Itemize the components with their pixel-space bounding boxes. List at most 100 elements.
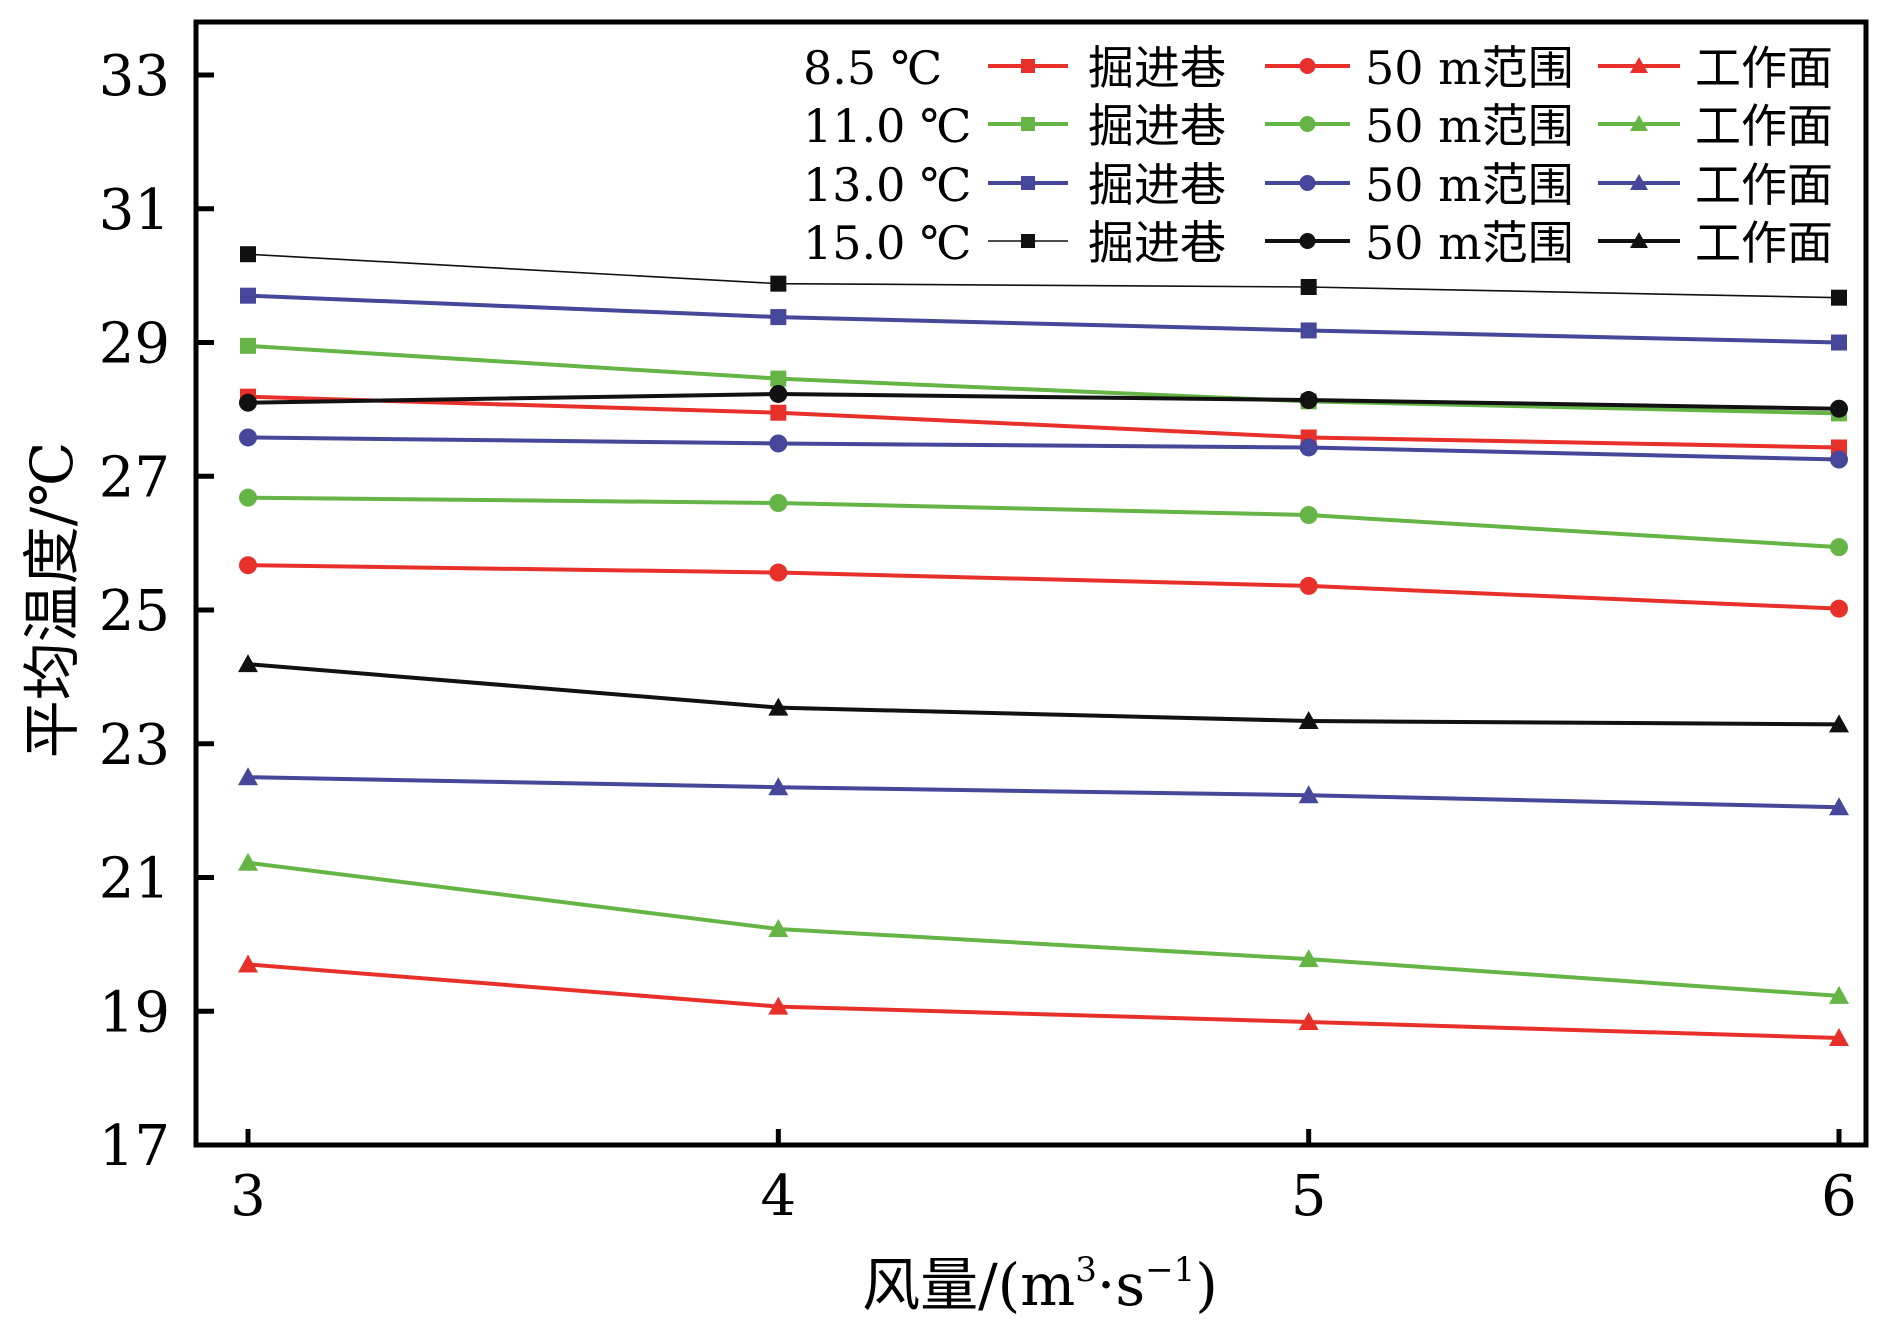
series-line (247, 860, 1840, 998)
data-point (1300, 278, 1317, 295)
series-line (247, 962, 1840, 1040)
series (239, 556, 1848, 618)
legend-marker (1299, 233, 1316, 249)
data-point (240, 287, 256, 304)
legend-entry-label: 50 m范围 (1365, 158, 1574, 212)
series-line (247, 775, 1840, 810)
legend-marker (1021, 117, 1035, 131)
y-tick-label: 29 (99, 312, 170, 377)
series-line (247, 394, 1840, 450)
legend-marker (1021, 176, 1035, 190)
data-point (1830, 599, 1848, 618)
x-tick-label: 3 (230, 1164, 266, 1229)
data-point (238, 767, 258, 786)
data-point (1298, 949, 1319, 968)
series (238, 852, 1849, 1004)
data-point (769, 494, 788, 512)
data-point (770, 275, 787, 292)
data-point (1299, 391, 1318, 410)
data-point (1299, 438, 1318, 457)
data-point (1299, 576, 1318, 595)
y-tick-label: 27 (99, 445, 170, 510)
series-layer (238, 246, 1849, 1046)
data-point (239, 488, 257, 507)
legend-group-label: 13.0 ℃ (803, 158, 972, 212)
y-tick-label: 21 (99, 847, 170, 912)
legend-entry-label: 掘进巷 (1088, 41, 1226, 95)
data-point (1298, 711, 1319, 730)
legend-marker (1299, 116, 1316, 132)
data-point (238, 852, 258, 871)
legend-entry-label: 50 m范围 (1365, 41, 1574, 95)
y-tick-label: 33 (99, 44, 170, 109)
legend-entry-label: 50 m范围 (1365, 99, 1574, 153)
legend-entry-label: 掘进巷 (1088, 99, 1226, 153)
data-point (768, 918, 789, 937)
series-line (247, 563, 1840, 611)
legend-marker (1630, 115, 1648, 131)
series (240, 337, 1847, 422)
legend-group-label: 11.0 ℃ (803, 99, 972, 153)
legend-marker (1021, 234, 1035, 248)
legend-marker (1630, 57, 1648, 73)
data-point (768, 697, 789, 716)
series (239, 428, 1848, 469)
x-axis-label: 风量/(m3·s−1) (862, 1250, 1218, 1319)
data-point (1829, 797, 1849, 816)
series-line (247, 495, 1840, 550)
y-tick-label: 23 (99, 713, 170, 778)
data-point (769, 563, 788, 582)
series-line (247, 391, 1840, 411)
legend-entry-label: 工作面 (1695, 41, 1833, 95)
data-point (1298, 1011, 1319, 1030)
data-point (769, 384, 788, 403)
data-point (1830, 538, 1848, 557)
legend-marker (1630, 232, 1648, 248)
data-point (770, 404, 787, 421)
data-point (1299, 506, 1318, 525)
y-tick-label: 31 (99, 178, 170, 243)
data-point (1829, 985, 1849, 1004)
series (239, 384, 1848, 418)
data-point (768, 996, 789, 1015)
x-tick-label: 4 (761, 1164, 797, 1229)
axis-ticks: 3 4 5 6 17 19 21 23 25 27 29 31 33 (99, 44, 1857, 1229)
data-point (770, 309, 787, 326)
legend-entry-label: 工作面 (1695, 99, 1833, 153)
data-point (1830, 399, 1848, 418)
data-point (769, 434, 788, 453)
data-point (239, 393, 257, 412)
data-point (1300, 322, 1317, 339)
series (239, 488, 1848, 557)
legend-marker (1630, 174, 1648, 190)
series (238, 767, 1849, 816)
series-line (247, 253, 1840, 299)
series (240, 287, 1847, 351)
data-point (1830, 450, 1848, 469)
series-line (247, 662, 1840, 727)
data-point (239, 556, 257, 575)
y-tick-label: 17 (99, 1114, 170, 1179)
legend-marker (1299, 58, 1316, 74)
data-point (238, 654, 258, 673)
plot-frame (193, 19, 1869, 1148)
legend-entry-label: 掘进巷 (1088, 216, 1226, 270)
legend-marker (1299, 175, 1316, 191)
data-point (1298, 785, 1319, 804)
series (240, 246, 1847, 306)
data-point (239, 428, 257, 447)
legend-group-label: 8.5 ℃ (803, 41, 942, 95)
series-line (247, 343, 1840, 416)
legend-entry-label: 工作面 (1695, 158, 1833, 212)
legend-group-label: 15.0 ℃ (803, 216, 972, 270)
data-point (1831, 334, 1847, 351)
data-point (240, 337, 256, 354)
legend-entry-label: 掘进巷 (1088, 158, 1226, 212)
legend-marker (1021, 59, 1035, 73)
data-point (768, 777, 789, 796)
series (238, 654, 1849, 733)
data-point (238, 954, 258, 973)
legend-entry-label: 工作面 (1695, 216, 1833, 270)
